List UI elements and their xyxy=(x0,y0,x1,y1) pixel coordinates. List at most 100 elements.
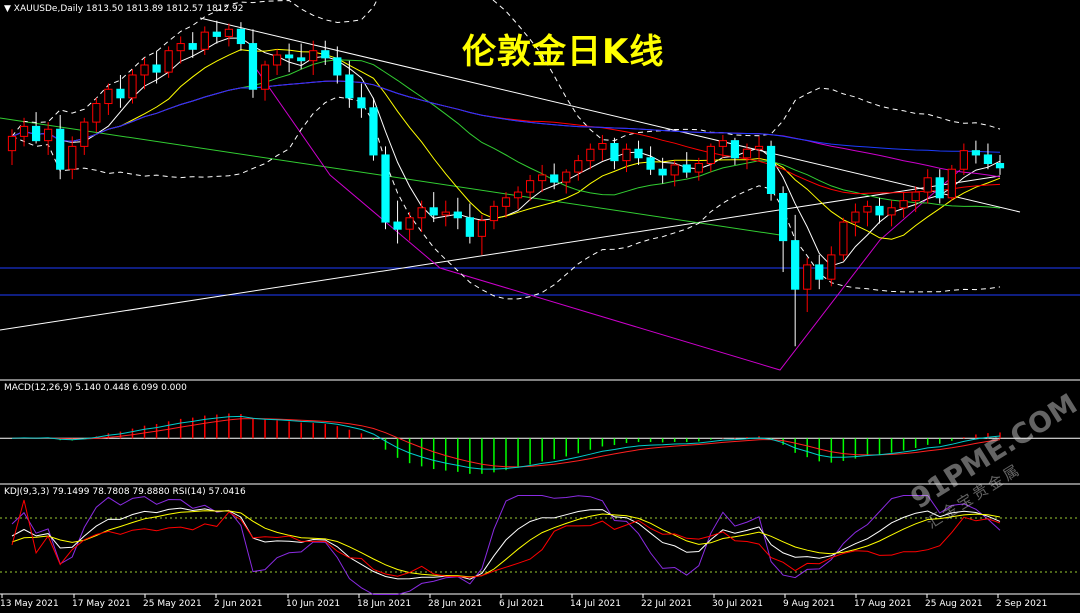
candle xyxy=(236,22,246,51)
candle-body xyxy=(200,31,209,50)
main-price-panel[interactable] xyxy=(0,0,1080,371)
candle-body xyxy=(68,145,77,170)
candle xyxy=(164,46,173,78)
candle xyxy=(839,217,848,261)
candle xyxy=(694,157,703,181)
x-tick-label: 28 Jun 2021 xyxy=(428,599,483,609)
candle-body xyxy=(815,264,824,280)
macd-panel[interactable] xyxy=(0,413,1080,474)
candle xyxy=(803,257,812,313)
candle-body xyxy=(357,97,366,109)
candle xyxy=(923,169,932,204)
candle-body xyxy=(429,207,438,216)
candle xyxy=(453,197,462,230)
candle-body xyxy=(827,254,836,280)
candle-body xyxy=(803,264,812,290)
candle xyxy=(176,36,185,64)
candle-body xyxy=(658,168,667,176)
kdj-rsi-panel[interactable] xyxy=(0,495,1080,599)
candle xyxy=(369,97,378,161)
ma-20-line xyxy=(11,59,1001,209)
candle xyxy=(212,20,221,44)
candle-body xyxy=(682,164,691,173)
candle xyxy=(875,197,884,224)
candle-body xyxy=(92,103,101,123)
candle xyxy=(140,57,149,90)
candle-body xyxy=(562,171,571,183)
candle xyxy=(959,143,968,175)
candle xyxy=(56,114,65,180)
candle xyxy=(622,143,631,173)
candle xyxy=(309,40,318,75)
x-tick-label: 2 Sep 2021 xyxy=(996,599,1048,609)
candle-body xyxy=(44,128,53,142)
candle xyxy=(971,140,981,164)
candle-body xyxy=(863,205,872,213)
candle xyxy=(851,203,860,237)
candle-body xyxy=(405,217,414,230)
dropdown-triangle-icon[interactable]: ▼ xyxy=(4,4,14,14)
macd-signal-line xyxy=(11,418,1001,468)
candle-body xyxy=(718,140,727,147)
candle-body xyxy=(393,221,402,230)
kdj-rsi-header: KDJ(9,3,3) 79.1499 78.7808 79.8880 RSI(1… xyxy=(4,487,246,497)
candle xyxy=(381,146,390,230)
trend-line xyxy=(0,117,781,236)
candle xyxy=(477,214,487,255)
x-tick-label: 2 Jun 2021 xyxy=(214,599,263,609)
candle-body xyxy=(417,207,426,219)
candle xyxy=(116,74,125,108)
candle-body xyxy=(453,211,462,219)
candle xyxy=(815,254,824,290)
candle xyxy=(188,32,197,58)
candle xyxy=(863,200,872,227)
candle-body xyxy=(236,28,246,45)
candle xyxy=(152,50,161,84)
candle-body xyxy=(465,217,474,237)
candle xyxy=(501,192,511,218)
candle xyxy=(899,192,908,218)
candle xyxy=(417,200,426,233)
candle xyxy=(538,164,547,193)
candle-body xyxy=(935,177,944,199)
candle xyxy=(911,186,920,213)
candle-body xyxy=(574,160,583,173)
candle xyxy=(562,169,571,194)
candle-body xyxy=(923,177,932,193)
candle-body xyxy=(104,88,113,105)
chart-title: 伦敦金日K线 xyxy=(462,32,665,72)
x-tick-label: 25 May 2021 xyxy=(143,599,202,609)
candle-body xyxy=(31,125,41,142)
candle xyxy=(598,134,607,161)
x-tick-label: 9 Aug 2021 xyxy=(783,599,835,609)
symbol-header: ▼ XAUUSDe,Daily 1813.50 1813.89 1812.57 … xyxy=(4,4,244,14)
candle xyxy=(779,186,788,273)
candle-body xyxy=(152,64,161,73)
candle-body xyxy=(272,54,282,66)
candle-body xyxy=(333,57,342,76)
trend-line xyxy=(199,17,1021,213)
candle-body xyxy=(706,145,715,165)
candle-body xyxy=(899,200,908,209)
candle-body xyxy=(116,88,125,99)
ma-40-line xyxy=(11,80,1001,195)
candle xyxy=(550,163,559,190)
candle-body xyxy=(501,197,511,207)
candle-body xyxy=(670,164,679,176)
candle xyxy=(272,49,282,75)
candle xyxy=(610,137,619,170)
candle-body xyxy=(441,211,450,216)
candle-body xyxy=(851,211,860,223)
x-tick-label: 22 Jul 2021 xyxy=(641,599,692,609)
candle-body xyxy=(56,128,65,170)
candle xyxy=(7,129,17,165)
candle-body xyxy=(477,220,487,237)
candle-body xyxy=(983,154,993,165)
candle-body xyxy=(525,180,535,193)
candle xyxy=(670,160,679,187)
candle xyxy=(200,26,209,55)
candle-body xyxy=(875,205,884,216)
kdj-k-line xyxy=(11,507,1001,580)
candle-body xyxy=(622,148,631,162)
x-tick-label: 30 Jul 2021 xyxy=(712,599,763,609)
